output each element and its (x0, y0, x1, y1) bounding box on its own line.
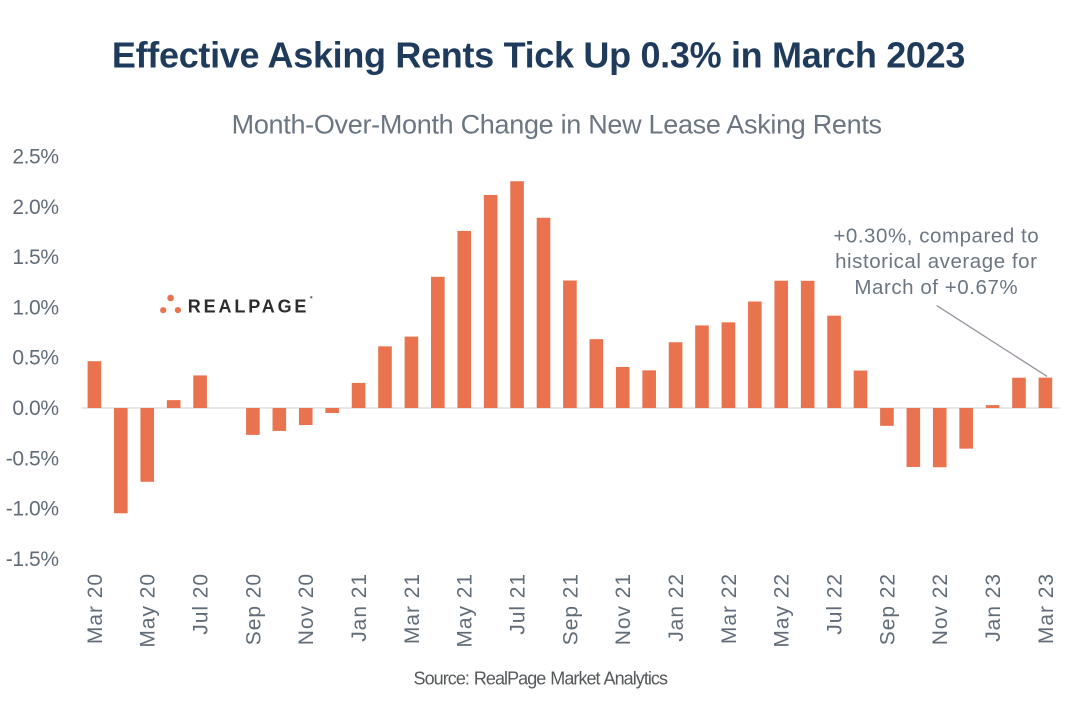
svg-text:Mar 20: Mar 20 (84, 573, 107, 644)
svg-text:Source: RealPage Market Analyt: Source: RealPage Market Analytics (414, 669, 668, 689)
svg-text:Month-Over-Month Change in New: Month-Over-Month Change in New Lease Ask… (232, 109, 882, 139)
svg-text:Jul 21: Jul 21 (506, 573, 529, 635)
svg-text:Nov 22: Nov 22 (929, 573, 952, 645)
svg-text:1.5%: 1.5% (12, 246, 58, 269)
svg-text:historical average for: historical average for (835, 250, 1037, 273)
svg-text:-1.0%: -1.0% (6, 498, 59, 521)
svg-text:-0.5%: -0.5% (6, 447, 59, 470)
svg-text:Nov 21: Nov 21 (612, 573, 635, 645)
svg-text:0.5%: 0.5% (12, 347, 58, 370)
svg-text:1.0%: 1.0% (12, 296, 58, 319)
svg-text:Sep 20: Sep 20 (242, 573, 265, 645)
svg-text:Mar 22: Mar 22 (718, 573, 741, 644)
svg-text:Effective Asking Rents Tick Up: Effective Asking Rents Tick Up 0.3% in M… (112, 34, 965, 75)
svg-text:Jan 23: Jan 23 (982, 573, 1005, 642)
svg-text:Mar 21: Mar 21 (401, 573, 424, 644)
svg-text:Jan 22: Jan 22 (665, 573, 688, 642)
svg-text:Mar 23: Mar 23 (1035, 573, 1058, 644)
svg-text:May 22: May 22 (771, 573, 794, 648)
svg-text:Nov 20: Nov 20 (295, 573, 318, 645)
svg-text:-1.5%: -1.5% (6, 548, 59, 571)
svg-text:REALPAGE: REALPAGE (188, 297, 309, 317)
svg-text:Jan 21: Jan 21 (348, 573, 371, 642)
svg-text:May 20: May 20 (137, 573, 160, 648)
svg-text:2.0%: 2.0% (12, 196, 58, 219)
svg-text:Jul 20: Jul 20 (189, 573, 212, 635)
svg-text:+0.30%, compared to: +0.30%, compared to (833, 224, 1039, 247)
svg-text:March of +0.67%: March of +0.67% (854, 276, 1018, 299)
svg-text:Sep 21: Sep 21 (559, 573, 582, 645)
svg-text:Sep 22: Sep 22 (876, 573, 899, 645)
svg-text:0.0%: 0.0% (12, 397, 58, 420)
svg-text:Jul 22: Jul 22 (823, 573, 846, 635)
svg-text:May 21: May 21 (454, 573, 477, 648)
svg-text:2.5%: 2.5% (12, 146, 58, 169)
